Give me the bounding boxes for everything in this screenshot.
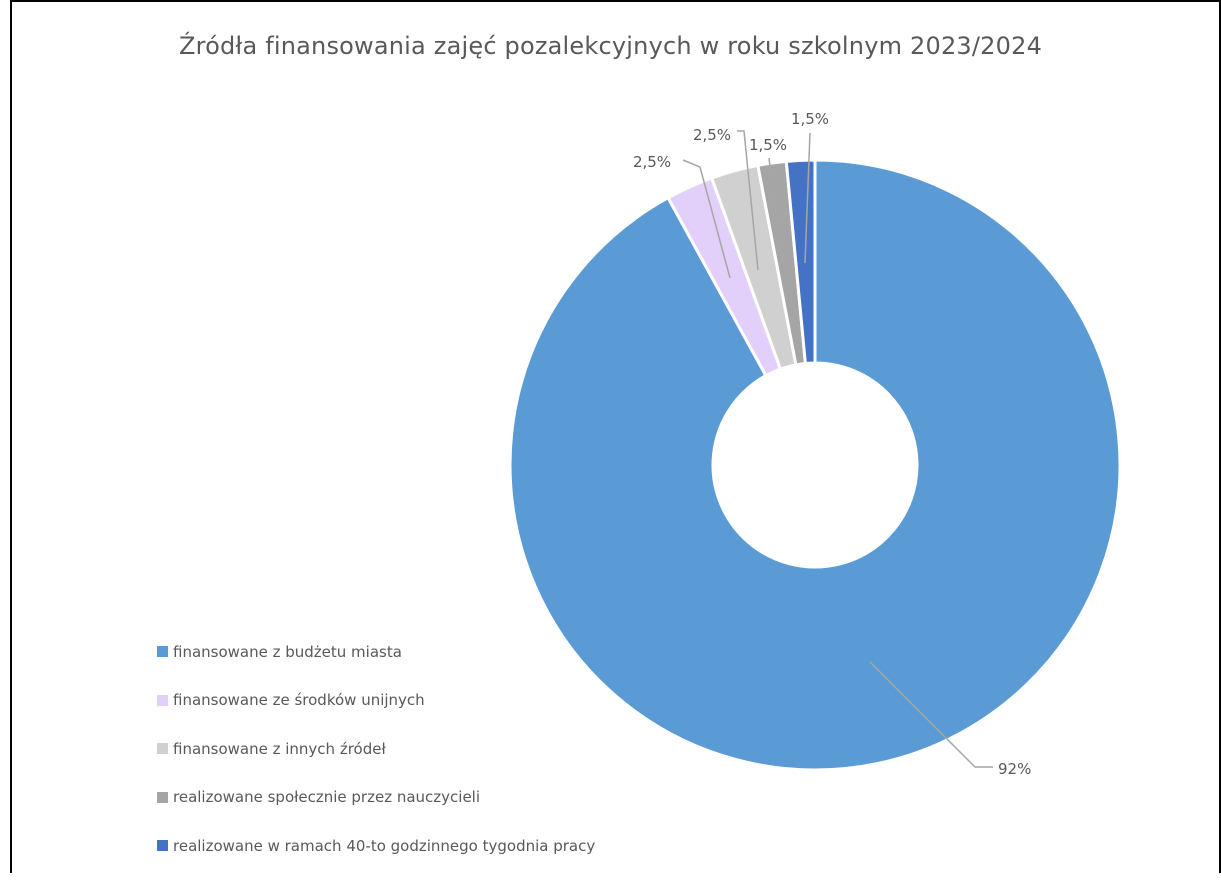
legend-item-3: finansowane z innych źródeł <box>157 739 595 758</box>
data-label-4: 1,5% <box>749 136 787 154</box>
legend-item-2: finansowane ze środków unijnych <box>157 691 595 710</box>
legend-item-4: realizowane społecznie przez nauczycieli <box>157 788 595 807</box>
data-label-1: 92% <box>998 760 1031 778</box>
data-label-5: 1,5% <box>791 110 829 128</box>
slice-5 <box>784 158 817 366</box>
data-label-3: 2,5% <box>693 126 731 144</box>
legend-swatch <box>157 743 168 754</box>
legend-label: finansowane ze środków unijnych <box>173 691 425 709</box>
legend-item-1: finansowane z budżetu miasta <box>157 642 595 661</box>
leader-line-3 <box>737 130 759 271</box>
slice-1 <box>508 158 1122 772</box>
leader-line-4 <box>768 157 783 264</box>
leader-line-2 <box>682 159 731 279</box>
legend-label: realizowane społecznie przez nauczycieli <box>173 788 481 806</box>
chart-legend: finansowane z budżetu miasta finansowane … <box>157 642 595 885</box>
leader-line-5 <box>804 132 811 264</box>
legend-item-5: realizowane w ramach 40-to godzinnego ty… <box>157 836 595 855</box>
legend-label: finansowane z budżetu miasta <box>173 642 402 661</box>
legend-swatch <box>157 646 168 657</box>
legend-swatch <box>157 840 168 851</box>
legend-swatch <box>157 694 168 706</box>
legend-swatch <box>157 791 168 803</box>
chart-title: Źródła finansowania zajęć pozalekcyjnych… <box>178 32 1043 60</box>
legend-label: finansowane z innych źródeł <box>173 739 386 758</box>
leader-line-1 <box>869 661 993 768</box>
data-label-2: 2,5% <box>633 153 671 171</box>
legend-label: realizowane w ramach 40-to godzinnego ty… <box>173 836 596 855</box>
